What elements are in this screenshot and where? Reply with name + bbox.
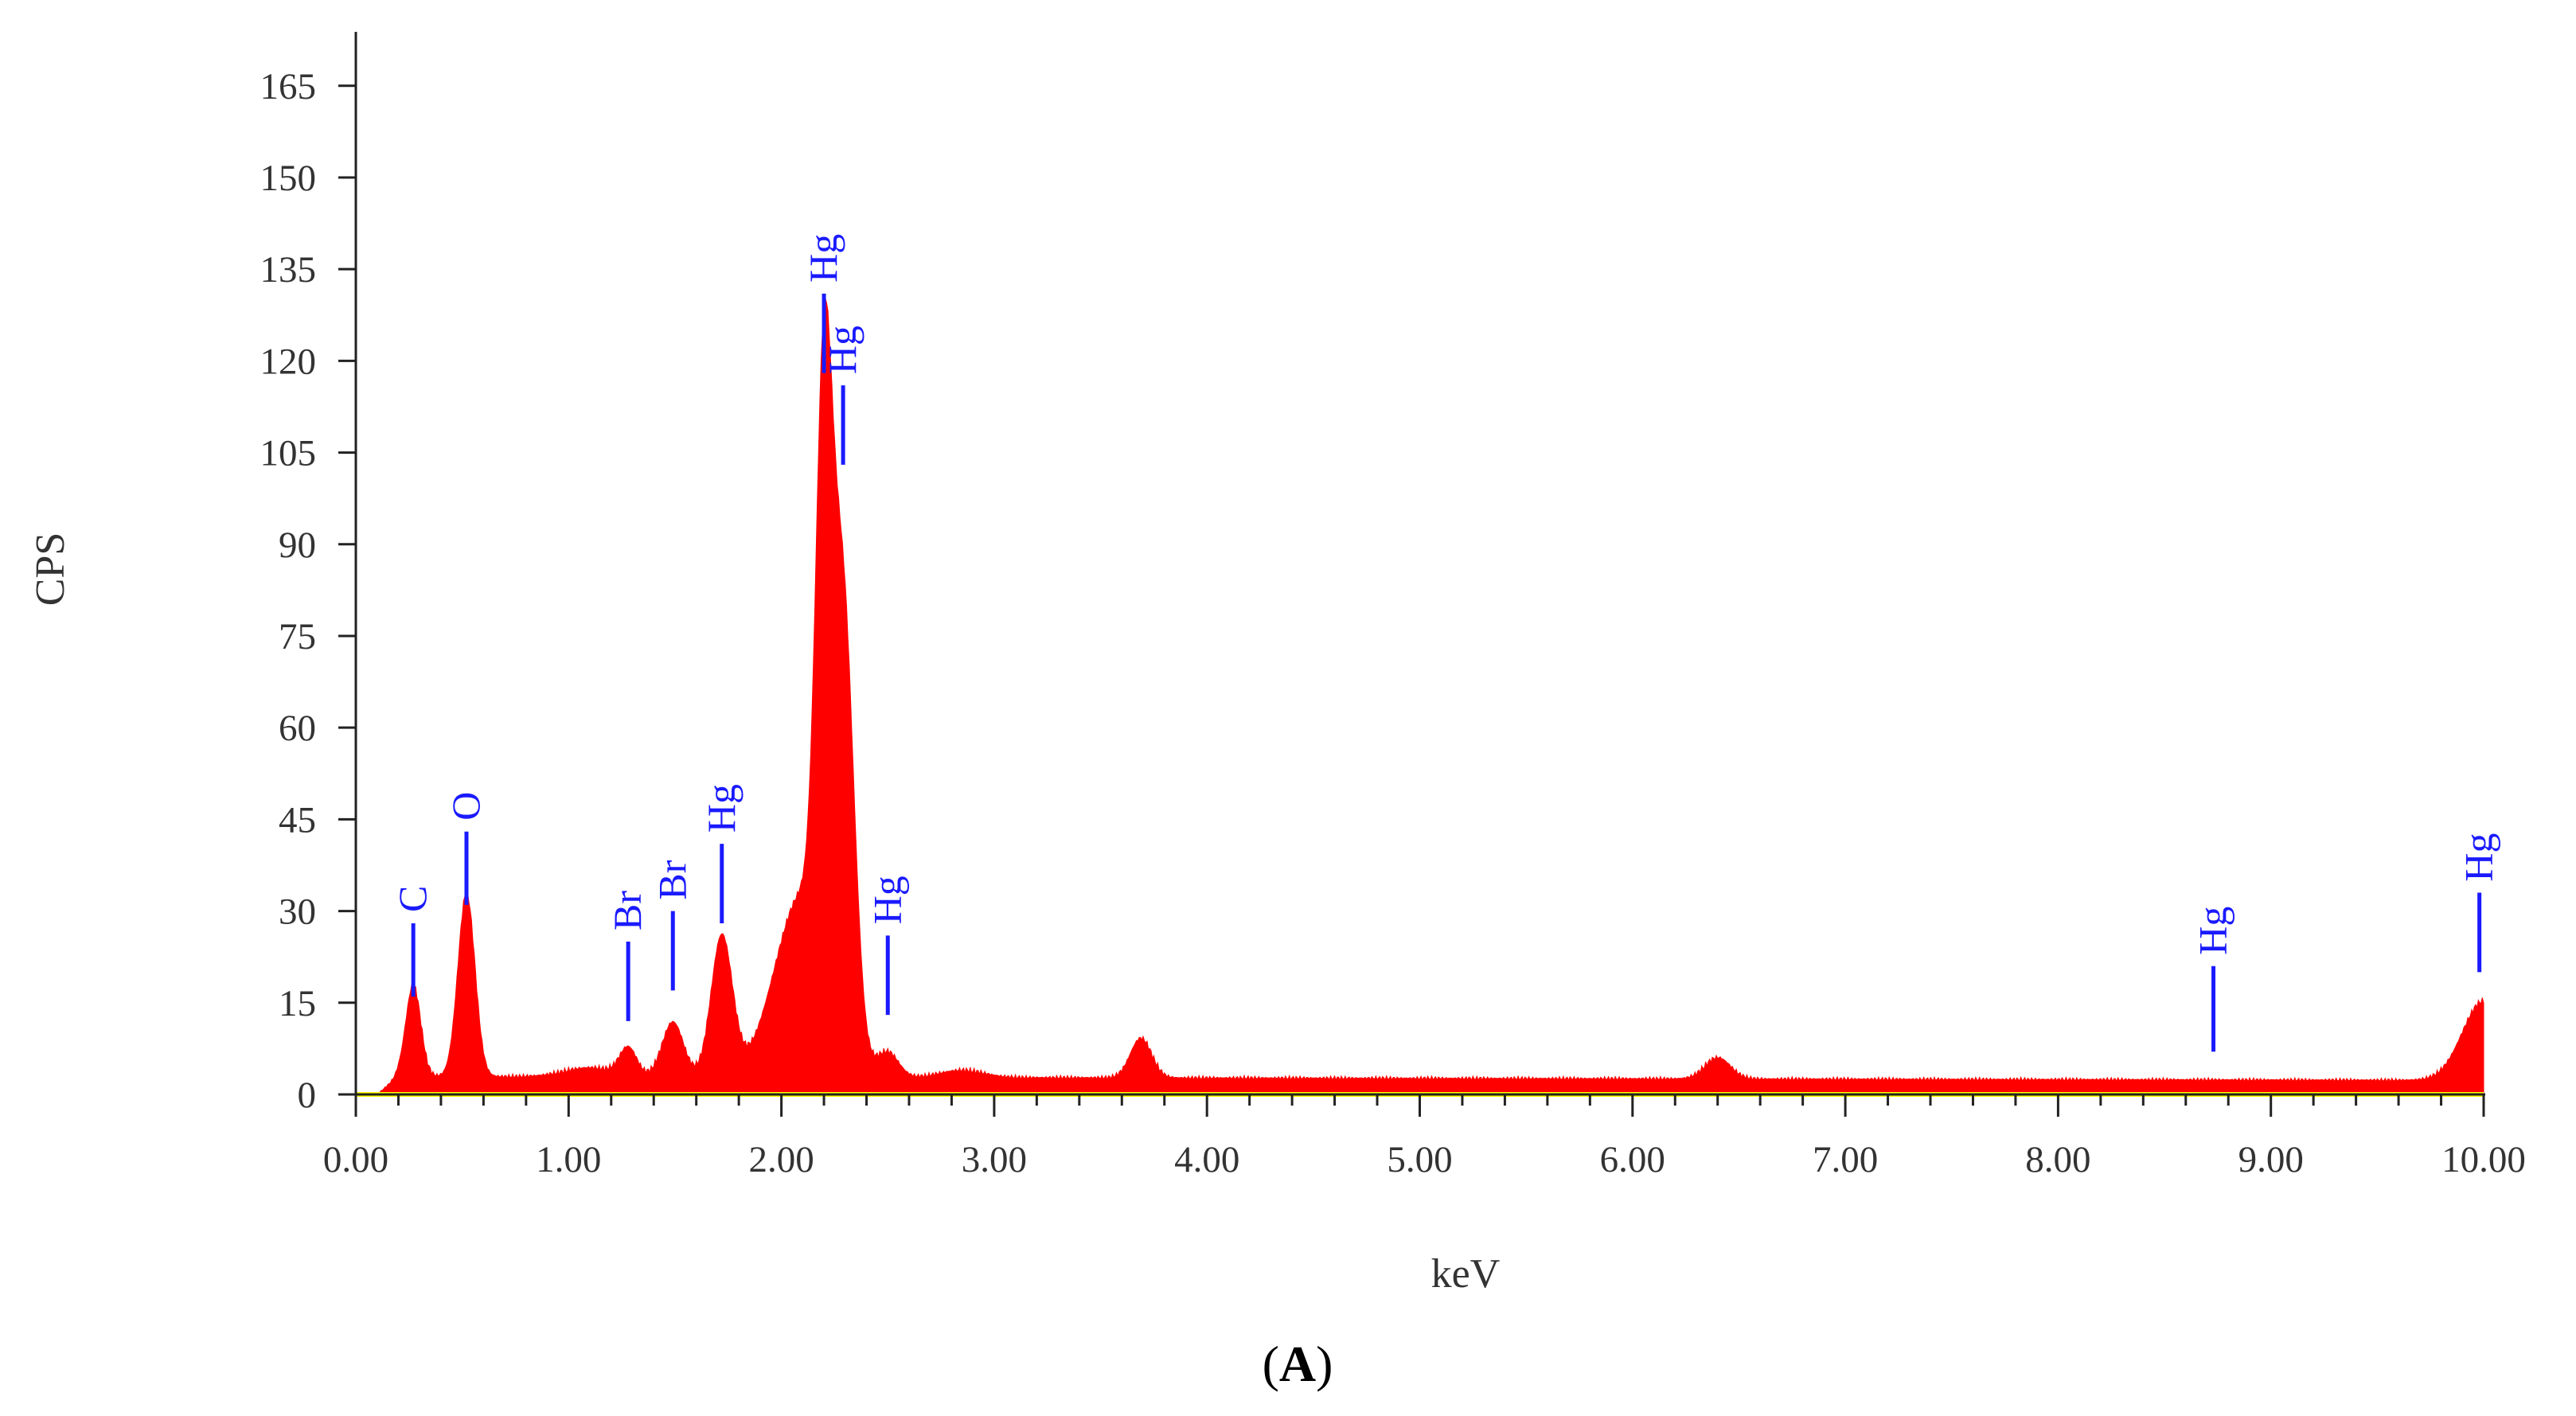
y-tick-label: 75 (279, 616, 316, 657)
x-tick-label: 2.00 (748, 1139, 814, 1180)
element-marker: Br (605, 891, 650, 1021)
x-tick-label: 6.00 (1600, 1139, 1665, 1180)
x-axis-ticks: 0.00 1.00 2.00 3.00 4.00 5.00 6.00 7.00 8.00 9.00… (323, 1094, 2526, 1180)
element-label: Hg (801, 234, 845, 283)
y-axis-ticks: 0 15 30 45 60 75 90 105 120 135 150 165 (260, 66, 356, 1116)
y-tick: 135 (260, 249, 356, 291)
element-label: Hg (820, 326, 865, 374)
panel-label: (A) (1263, 1336, 1333, 1392)
y-tick-label: 150 (260, 158, 317, 199)
y-tick: 60 (279, 708, 356, 749)
y-tick-label: 60 (279, 708, 316, 749)
x-tick-label: 10.00 (2441, 1139, 2526, 1180)
element-marker: Hg (820, 326, 865, 465)
y-tick: 0 (298, 1075, 356, 1116)
element-label: Hg (865, 876, 909, 924)
element-marker: Hg (2457, 833, 2501, 973)
element-marker: Hg (699, 784, 744, 923)
y-tick: 30 (279, 891, 356, 933)
x-tick-label: 7.00 (1813, 1139, 1878, 1180)
element-label: Hg (699, 784, 744, 833)
element-marker: Hg (2191, 907, 2235, 1052)
x-axis-label: keV (1431, 1251, 1501, 1297)
y-axis-label: CPS (28, 532, 73, 607)
y-tick-label: 90 (279, 525, 316, 566)
y-tick-label: 15 (279, 983, 316, 1024)
element-marker: O (443, 792, 488, 905)
y-tick-label: 30 (279, 891, 316, 933)
element-marker: Hg (865, 876, 909, 1016)
y-tick: 120 (260, 341, 356, 382)
element-marker: Hg (801, 234, 845, 373)
y-tick-label: 120 (260, 341, 317, 382)
element-marker: Br (650, 860, 694, 991)
x-tick-label: 4.00 (1174, 1139, 1239, 1180)
y-tick: 165 (260, 66, 356, 107)
spectrum-fill (356, 297, 2484, 1095)
x-tick-label: 1.00 (536, 1139, 601, 1180)
y-tick: 105 (260, 433, 356, 474)
y-tick: 15 (279, 983, 356, 1024)
y-tick-label: 165 (260, 66, 317, 107)
y-tick: 45 (279, 799, 356, 841)
element-label: C (390, 886, 435, 912)
x-tick-label: 8.00 (2025, 1139, 2090, 1180)
axes: 0 15 30 45 60 75 90 105 120 135 150 165 0.00 1.00 2.0… (260, 32, 2526, 1180)
element-marker: C (390, 886, 435, 997)
y-tick: 90 (279, 525, 356, 566)
x-tick-label: 3.00 (962, 1139, 1027, 1180)
x-tick-label: 5.00 (1387, 1139, 1452, 1180)
y-tick-label: 105 (260, 433, 317, 474)
y-tick: 150 (260, 158, 356, 199)
y-tick-label: 0 (298, 1075, 317, 1116)
x-tick-label: 0.00 (323, 1139, 388, 1180)
element-label: Hg (2191, 907, 2235, 955)
element-label: Br (650, 860, 694, 899)
y-tick-label: 45 (279, 799, 316, 841)
y-tick-label: 135 (260, 249, 317, 291)
element-label: Hg (2457, 833, 2501, 881)
element-label: Br (605, 891, 650, 930)
x-tick-label: 9.00 (2238, 1139, 2304, 1180)
panel-letter: A (1279, 1336, 1316, 1392)
y-tick: 75 (279, 616, 356, 657)
element-label: O (443, 792, 488, 821)
